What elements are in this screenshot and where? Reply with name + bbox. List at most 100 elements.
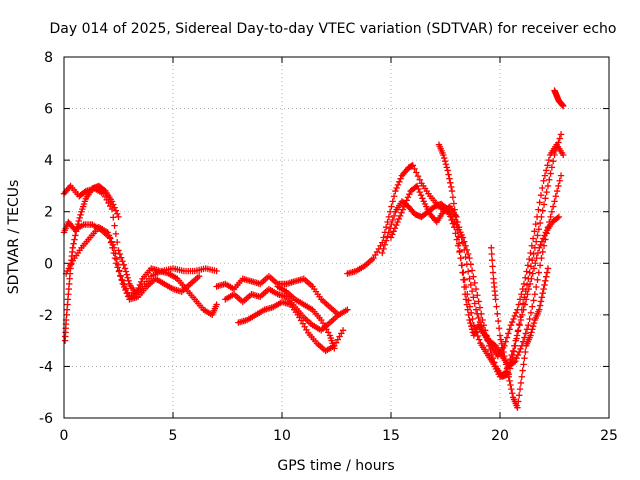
data-point: [400, 203, 408, 210]
data-point: [463, 261, 471, 268]
data-point: [489, 263, 496, 270]
data-point: [549, 157, 557, 165]
data-point: [383, 223, 390, 231]
data-point: [554, 214, 561, 222]
data-point: [536, 262, 544, 269]
data-point: [512, 309, 520, 316]
data-point: [520, 361, 527, 368]
data-point: [459, 239, 467, 246]
data-point: [449, 194, 457, 201]
data-point: [466, 316, 473, 324]
data-point: [530, 297, 537, 304]
data-point: [503, 365, 511, 372]
data-point: [393, 221, 400, 229]
data-point: [414, 172, 422, 180]
data-point: [529, 323, 537, 330]
data-point: [541, 172, 549, 179]
data-point: [548, 208, 556, 215]
data-point: [539, 289, 546, 297]
y-axis-label: SDTVAR / TECUs: [6, 180, 22, 295]
data-point: [440, 151, 447, 159]
data-point: [495, 317, 502, 325]
data-point: [399, 206, 406, 213]
data-point: [112, 207, 120, 214]
data-point: [113, 238, 121, 246]
data-point: [522, 296, 530, 303]
data-point: [510, 359, 518, 366]
data-point: [454, 233, 462, 240]
x-tick-label: 10: [273, 428, 291, 444]
y-tick-label: -4: [39, 359, 53, 375]
data-point: [70, 240, 77, 247]
data-point: [403, 197, 410, 204]
data-point: [389, 216, 396, 224]
data-point: [475, 298, 482, 305]
y-tick-label: 4: [44, 153, 53, 169]
data-point: [545, 156, 553, 164]
data-point: [546, 218, 553, 226]
data-point: [398, 209, 405, 216]
data-point: [544, 223, 552, 231]
data-point: [544, 182, 552, 190]
data-point: [531, 291, 539, 298]
data-point: [415, 185, 422, 193]
data-point: [506, 326, 513, 333]
data-point: [549, 203, 557, 210]
data-point: [124, 274, 131, 281]
data-point: [395, 215, 403, 223]
data-point: [123, 289, 130, 297]
grid-lines: [64, 57, 609, 418]
data-point: [541, 281, 548, 289]
data-point: [381, 241, 389, 248]
data-point: [543, 273, 550, 280]
x-tick-label: 25: [600, 428, 618, 444]
data-point: [540, 242, 548, 249]
data-point: [514, 351, 522, 359]
data-point: [525, 321, 532, 329]
data-point: [517, 316, 525, 324]
data-point: [397, 175, 404, 182]
data-markers: [60, 87, 567, 411]
data-point: [556, 135, 563, 142]
data-point: [384, 218, 391, 226]
data-point: [515, 301, 522, 308]
y-tick-label: -2: [39, 308, 53, 324]
data-point: [379, 249, 386, 257]
data-point: [456, 247, 464, 255]
data-point: [517, 345, 524, 353]
data-point: [443, 164, 451, 171]
data-point: [536, 219, 544, 227]
data-point: [440, 154, 448, 162]
data-point: [543, 167, 550, 174]
data-point: [508, 385, 515, 393]
data-point: [71, 236, 78, 243]
data-point: [533, 213, 541, 221]
data-point: [476, 304, 484, 311]
data-point: [521, 301, 529, 308]
data-point: [542, 277, 549, 285]
data-point: [552, 193, 560, 200]
data-point: [396, 212, 404, 220]
data-point: [465, 311, 472, 319]
data-point: [416, 188, 423, 196]
data-point: [520, 280, 528, 288]
data-point: [112, 230, 120, 238]
data-point: [519, 367, 526, 374]
data-point: [462, 296, 470, 303]
data-point: [492, 296, 499, 303]
data-point: [529, 256, 536, 264]
data-point: [537, 241, 544, 248]
data-point: [344, 306, 351, 313]
data-point: [528, 275, 535, 282]
data-point: [442, 161, 450, 168]
data-point: [511, 312, 519, 320]
data-point: [496, 332, 504, 339]
data-point: [111, 254, 119, 262]
data-point: [535, 206, 542, 213]
data-point: [402, 200, 409, 207]
data-point: [539, 207, 546, 214]
data-point: [504, 369, 512, 376]
y-tick-label: 6: [44, 102, 53, 118]
series-track-5: [213, 272, 351, 319]
data-point: [461, 238, 468, 245]
